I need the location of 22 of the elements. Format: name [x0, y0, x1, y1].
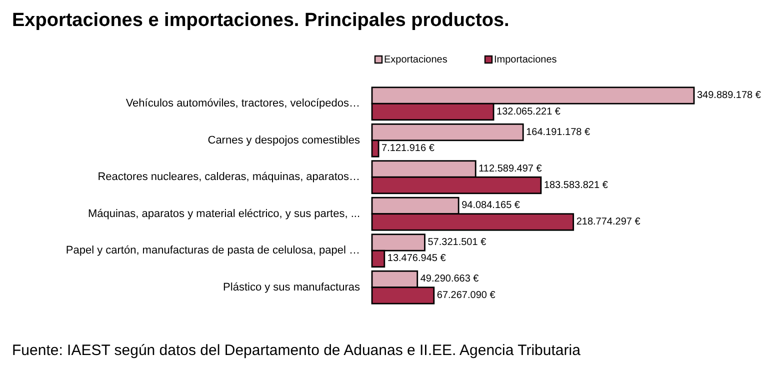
y-tick-label: Reactores nucleares, calderas, máquinas, aparatos…	[98, 171, 360, 184]
legend-label: Exportaciones	[384, 54, 448, 66]
data-label: 57.321.501 €	[428, 236, 487, 248]
data-label: 164.191.178 €	[526, 126, 590, 138]
data-label: 218.774.297 €	[576, 216, 641, 228]
data-label: 183.583.821 €	[544, 180, 608, 191]
y-tick-label: Vehículos automóviles, tractores, velocípedos…	[126, 98, 360, 110]
data-label: 13.476.945 €	[387, 253, 446, 264]
y-tick-label: Carnes y despojos comestibles	[208, 134, 360, 146]
data-label: 7.121.916 €	[382, 143, 435, 154]
legend-label: Importaciones	[494, 54, 557, 66]
chart-title: Exportaciones e importaciones. Principales productos.	[12, 10, 510, 31]
data-label: 349.889.178 €	[697, 90, 762, 102]
y-tick-label: Papel y cartón, manufacturas de pasta de celulosa, papel …	[66, 244, 360, 257]
y-tick-label: Plástico y sus manufacturas	[223, 281, 360, 294]
source-note: Fuente: IAEST según datos del Departamento de Aduanas e II.EE. Agencia Tributaria	[12, 342, 582, 359]
data-label: 49.290.663 €	[420, 274, 480, 285]
data-label: 67.267.090 €	[436, 290, 496, 301]
data-label: 132.065.221 €	[496, 106, 561, 118]
y-tick-label: Máquinas, aparatos y material eléctrico, y sus partes, ...	[88, 208, 360, 220]
data-label: 94.084.165 €	[462, 200, 520, 212]
data-label: 112.589.497 €	[478, 164, 542, 174]
